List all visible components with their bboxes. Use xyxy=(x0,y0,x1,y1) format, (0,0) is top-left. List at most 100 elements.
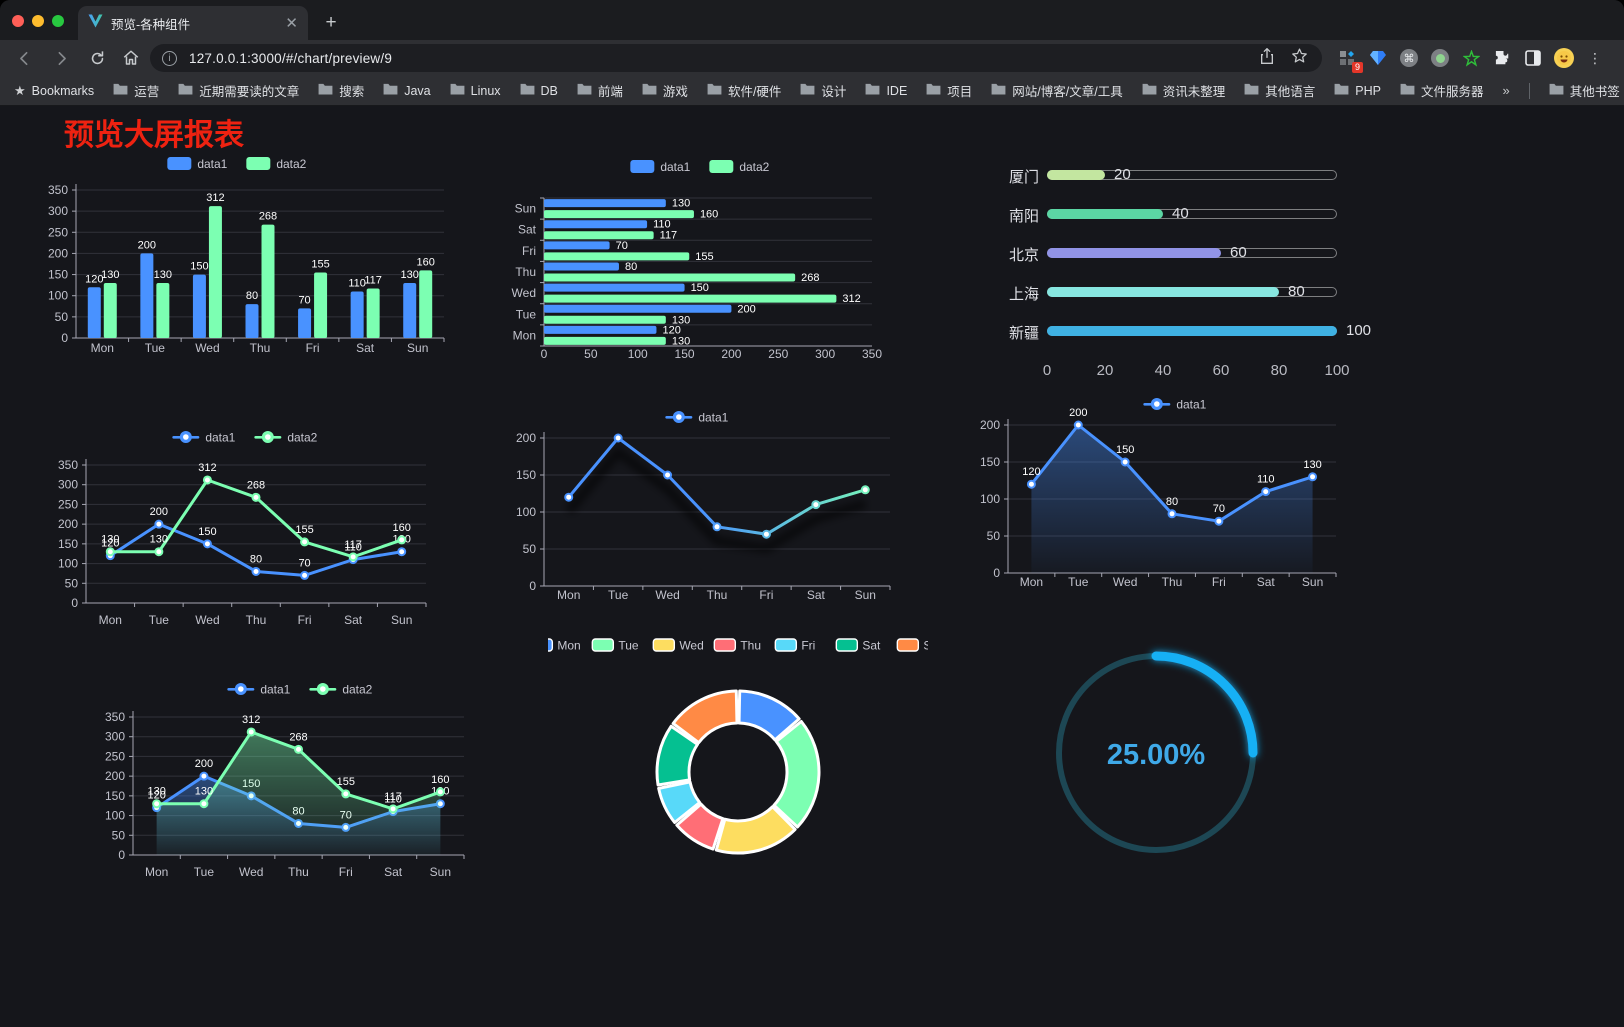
progress-axis-tick: 100 xyxy=(1324,362,1350,379)
svg-text:117: 117 xyxy=(660,230,678,242)
svg-text:100: 100 xyxy=(105,809,125,823)
svg-text:150: 150 xyxy=(48,268,68,282)
extension-green-star-icon[interactable] xyxy=(1460,47,1482,69)
svg-text:160: 160 xyxy=(393,522,411,534)
svg-text:130: 130 xyxy=(154,269,172,281)
close-window-button[interactable] xyxy=(12,15,24,27)
bookmark-folder-item[interactable]: PHP xyxy=(1334,83,1381,98)
donut-slice-Wed xyxy=(714,805,797,855)
svg-text:Mon: Mon xyxy=(557,639,580,653)
folder-icon xyxy=(800,83,815,98)
minimize-window-button[interactable] xyxy=(32,15,44,27)
svg-text:50: 50 xyxy=(987,529,1001,543)
extension-command-icon[interactable]: ⌘ xyxy=(1398,47,1420,69)
svg-text:Sun: Sun xyxy=(391,613,412,627)
bookmark-folder-item[interactable]: 前端 xyxy=(577,81,623,100)
legend[interactable]: Mon Tue Wed Thu Fri Sat Sun xyxy=(530,638,945,653)
svg-text:Wed: Wed xyxy=(679,639,703,653)
bookmark-folder-item[interactable]: 项目 xyxy=(926,81,972,100)
bookmark-folder-item[interactable]: 设计 xyxy=(800,81,846,100)
bookmarks-overflow-button[interactable]: » xyxy=(1502,83,1510,98)
progress-fill xyxy=(1047,326,1337,336)
svg-text:Sun: Sun xyxy=(855,588,876,602)
browser-menu-icon[interactable]: ⋮ xyxy=(1588,49,1602,66)
svg-text:data2: data2 xyxy=(287,431,317,445)
svg-text:130: 130 xyxy=(150,534,168,546)
site-info-icon[interactable]: i xyxy=(162,50,177,66)
svg-text:150: 150 xyxy=(105,789,125,803)
svg-text:Mon: Mon xyxy=(99,613,122,627)
gauge-chart: 25.00% xyxy=(1035,630,1280,880)
share-icon[interactable] xyxy=(1259,47,1275,70)
url-bar[interactable]: i 127.0.0.1:3000/#/chart/preview/9 xyxy=(150,44,1322,72)
home-button[interactable] xyxy=(120,47,142,69)
bookmark-folder-item[interactable]: 资讯未整理 xyxy=(1142,81,1225,100)
bar-vertical-svg: 0 50 100 150 200 250 300 350 Mon Tue Wed Thu Fri Sat S… xyxy=(48,157,445,355)
tab-close-icon[interactable]: ✕ xyxy=(285,14,298,32)
browser-tab[interactable]: 预览-各种组件 ✕ xyxy=(78,6,308,40)
zoom-window-button[interactable] xyxy=(52,15,64,27)
svg-text:80: 80 xyxy=(250,553,262,565)
reload-button[interactable] xyxy=(86,47,108,69)
profile-avatar[interactable] xyxy=(1553,47,1575,69)
extension-gem-icon[interactable] xyxy=(1367,47,1389,69)
bookmark-folder-item[interactable]: 运营 xyxy=(113,81,159,100)
bookmark-folder-item[interactable]: Java xyxy=(383,83,431,98)
area-line-chart: 0 50 100 150 200 Mon Tue Wed Thu Fri Sat Sun 120 200 1… xyxy=(968,390,1376,615)
forward-button[interactable] xyxy=(50,47,72,69)
bookmark-folder-item[interactable]: 游戏 xyxy=(642,81,688,100)
grouped-bar-chart: 0 50 100 150 200 250 300 350 Mon Tue Wed Thu Fri Sat S… xyxy=(40,150,452,378)
legend[interactable]: data1 data2 xyxy=(172,431,318,445)
legend[interactable]: data1 xyxy=(665,411,729,425)
svg-text:110: 110 xyxy=(344,542,362,554)
svg-text:200: 200 xyxy=(737,303,755,315)
other-bookmarks-item[interactable]: 其他书签 xyxy=(1549,81,1620,100)
bookmark-folder-item[interactable]: 软件/硬件 xyxy=(707,81,781,100)
bookmark-folder-item[interactable]: 近期需要读的文章 xyxy=(178,81,299,100)
sidebar-toggle-icon[interactable] xyxy=(1522,47,1544,69)
bookmarks-root-item[interactable]: ★ Bookmarks xyxy=(14,82,95,98)
bookmark-folder-item[interactable]: 文件服务器 xyxy=(1400,81,1483,100)
svg-text:250: 250 xyxy=(58,497,78,511)
svg-text:155: 155 xyxy=(311,258,329,270)
bookmark-folder-item[interactable]: 网站/博客/文章/工具 xyxy=(991,81,1123,100)
svg-text:Mon: Mon xyxy=(513,328,536,342)
svg-text:130: 130 xyxy=(101,269,119,281)
progress-value: 60 xyxy=(1230,244,1247,261)
svg-text:200: 200 xyxy=(150,506,168,518)
svg-text:200: 200 xyxy=(195,758,213,770)
bookmark-folder-item[interactable]: 搜索 xyxy=(318,81,364,100)
svg-text:data2: data2 xyxy=(276,157,306,171)
bookmark-star-icon[interactable] xyxy=(1291,47,1308,69)
bookmark-folder-item[interactable]: IDE xyxy=(865,83,907,98)
svg-text:0: 0 xyxy=(118,848,125,862)
svg-text:Fri: Fri xyxy=(339,865,353,879)
svg-text:Thu: Thu xyxy=(1162,575,1183,589)
progress-row-北京: 北京 60 xyxy=(995,244,1375,264)
bookmark-folder-item[interactable]: DB xyxy=(520,83,558,98)
svg-text:Sat: Sat xyxy=(518,223,537,237)
legend[interactable]: data1 data2 xyxy=(227,683,373,697)
legend[interactable]: data1 data2 xyxy=(167,157,307,171)
legend[interactable]: data1 xyxy=(1143,398,1207,412)
svg-text:100: 100 xyxy=(516,505,536,519)
extensions-puzzle-icon[interactable] xyxy=(1491,47,1513,69)
extension-tampermonkey-icon[interactable]: 9 xyxy=(1336,47,1363,73)
svg-text:130: 130 xyxy=(672,198,690,210)
bookmark-folder-item[interactable]: Linux xyxy=(450,83,501,98)
svg-text:0: 0 xyxy=(529,579,536,593)
svg-text:0: 0 xyxy=(71,596,78,610)
back-button[interactable] xyxy=(13,47,35,69)
gauge-svg: 25.00% xyxy=(1056,651,1258,853)
bookmark-folder-item[interactable]: 其他语言 xyxy=(1244,81,1315,100)
folder-icon xyxy=(577,83,592,98)
folder-icon xyxy=(520,83,535,98)
svg-text:80: 80 xyxy=(246,290,258,302)
svg-text:Tue: Tue xyxy=(618,639,639,653)
svg-text:Sun: Sun xyxy=(515,202,536,216)
svg-text:120: 120 xyxy=(85,273,103,285)
extension-recorder-icon[interactable] xyxy=(1429,47,1451,69)
legend[interactable]: data1 data2 xyxy=(630,160,770,174)
new-tab-button[interactable]: + xyxy=(325,12,337,33)
